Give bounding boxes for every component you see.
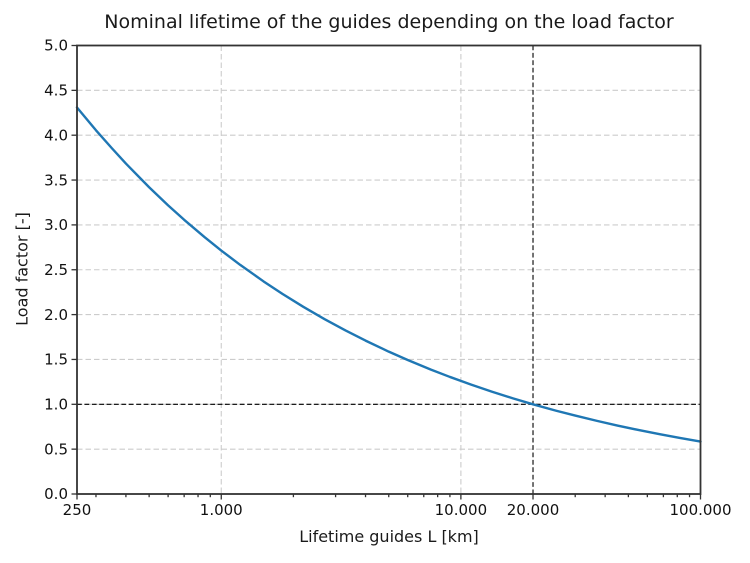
x-tick-label: 1.000 [200,501,243,519]
x-tick-label: 250 [63,501,92,519]
chart-title: Nominal lifetime of the guides depending… [104,11,674,33]
y-tick-label: 2.5 [44,261,68,279]
y-tick-label: 2.0 [44,306,68,324]
y-tick-label: 3.5 [44,171,68,189]
y-tick-label: 0.0 [44,485,68,503]
y-tick-label: 1.5 [44,351,68,369]
y-tick-label: 4.5 [44,82,68,100]
x-tick-label: 100.000 [669,501,731,519]
y-tick-label: 0.5 [44,440,68,458]
load-factor-curve [75,106,702,443]
y-tick-label: 4.0 [44,126,68,144]
y-tick-label: 3.0 [44,216,68,234]
x-tick-label: 20.000 [507,501,560,519]
y-tick-label: 5.0 [44,37,68,55]
x-tick-label: 10.000 [435,501,488,519]
x-axis-label: Lifetime guides L [km] [299,527,479,546]
y-tick-label: 1.0 [44,396,68,414]
